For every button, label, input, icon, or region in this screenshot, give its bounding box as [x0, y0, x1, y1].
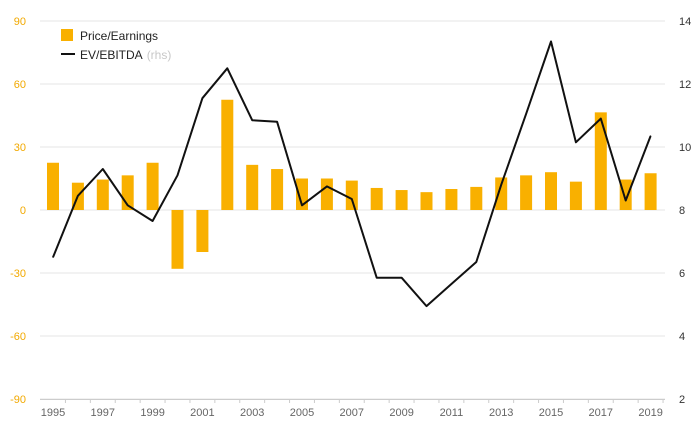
legend-label-price-earnings: Price/Earnings	[80, 29, 158, 43]
left-y-axis: 90 60 30 0 -30 -60 -90	[10, 16, 26, 406]
ev-ebitda-line	[52, 40, 652, 308]
x-tick-label-2019: 2019	[638, 407, 662, 419]
x-tick-label-1999: 1999	[140, 407, 164, 419]
line-point-1997	[102, 168, 104, 170]
bar-2000	[171, 210, 184, 269]
bar-2004	[271, 169, 284, 210]
bar-2012	[470, 186, 483, 210]
line-point-2008	[376, 277, 378, 279]
bar-2003	[246, 164, 259, 210]
line-point-2001	[201, 97, 203, 99]
bar-2014	[520, 175, 533, 210]
x-tick-label-2009: 2009	[389, 407, 413, 419]
y-left-tick-90: 90	[14, 16, 26, 28]
bar-1995	[47, 162, 59, 210]
line-point-2007	[351, 198, 353, 200]
x-tick-label-2015: 2015	[539, 407, 563, 419]
line-point-2003	[251, 119, 253, 121]
line-point-1996	[77, 195, 79, 197]
x-tick-label-2011: 2011	[440, 407, 464, 419]
x-tick-label-2005: 2005	[290, 407, 314, 419]
line-point-2018	[625, 199, 627, 202]
line-point-1995	[52, 256, 54, 258]
bar-2018	[619, 179, 632, 210]
line-point-2015	[550, 40, 552, 43]
x-tick-label-1997: 1997	[91, 407, 115, 419]
y-left-tick-60: 60	[14, 79, 26, 91]
y-right-tick-2: 2	[679, 394, 685, 406]
y-left-tick--90: -90	[10, 394, 26, 406]
y-right-tick-14: 14	[679, 16, 691, 28]
bar-2019	[644, 173, 657, 210]
svg-text:EV/EBITDA(rhs): EV/EBITDA (rhs)	[80, 48, 171, 62]
line-point-2005	[301, 204, 303, 206]
bar-2010	[420, 192, 433, 210]
x-tick-label-2013: 2013	[489, 407, 513, 419]
y-left-tick-0: 0	[20, 205, 26, 217]
legend-note-rhs: (rhs)	[147, 48, 172, 62]
pe-bars	[47, 99, 657, 269]
x-tick-label-2007: 2007	[340, 407, 364, 419]
y-left-tick-30: 30	[14, 142, 26, 154]
bar-2011	[445, 189, 458, 210]
bar-2016	[569, 181, 582, 210]
line-point-2017	[600, 118, 602, 120]
bar-2002	[221, 99, 234, 210]
y-right-tick-6: 6	[679, 268, 685, 280]
y-left-tick--30: -30	[10, 268, 26, 280]
ev-ebitda-line-group	[52, 40, 652, 308]
bar-2009	[395, 190, 408, 210]
x-tick-label-2001: 2001	[190, 407, 214, 419]
legend: Price/Earnings EV/EBITDA (rhs)	[61, 29, 171, 62]
line-point-2019	[650, 135, 652, 137]
legend-label-ev-ebitda: EV/EBITDA	[80, 48, 143, 62]
bar-2017	[594, 112, 607, 210]
y-right-tick-4: 4	[679, 331, 685, 343]
y-left-tick--60: -60	[10, 331, 26, 343]
line-point-2016	[575, 141, 577, 143]
bar-2001	[196, 210, 209, 252]
y-right-tick-10: 10	[679, 142, 691, 154]
x-tick-label-2017: 2017	[589, 407, 613, 419]
line-point-2013	[500, 184, 502, 186]
line-point-2006	[326, 185, 328, 187]
x-tick-label-1995: 1995	[41, 407, 65, 419]
y-right-tick-12: 12	[679, 79, 691, 91]
bar-2006	[320, 178, 333, 210]
line-point-2002	[226, 67, 228, 69]
line-point-2000	[176, 174, 179, 176]
line-point-2010	[425, 305, 428, 307]
line-point-2011	[450, 283, 452, 285]
x-tick-label-2003: 2003	[240, 407, 264, 419]
right-y-axis: 14 12 10 8 6 4 2	[679, 16, 691, 406]
line-point-1998	[127, 204, 129, 206]
bar-2008	[370, 187, 383, 210]
bar-1997	[96, 179, 109, 210]
legend-swatch-price-earnings	[61, 29, 73, 41]
line-point-2009	[401, 277, 403, 279]
line-point-2014	[525, 113, 527, 115]
line-point-2012	[475, 261, 477, 263]
line-point-2004	[276, 121, 278, 123]
x-axis: 1995 1997 1999 2001 2003 2005 2007 2009 2011 2013…	[40, 399, 665, 419]
bar-2007	[345, 180, 358, 210]
bar-1999	[146, 162, 159, 210]
line-point-1999	[152, 220, 154, 222]
bar-2013	[495, 177, 508, 210]
bar-2015	[545, 172, 557, 210]
y-right-tick-8: 8	[679, 205, 685, 217]
